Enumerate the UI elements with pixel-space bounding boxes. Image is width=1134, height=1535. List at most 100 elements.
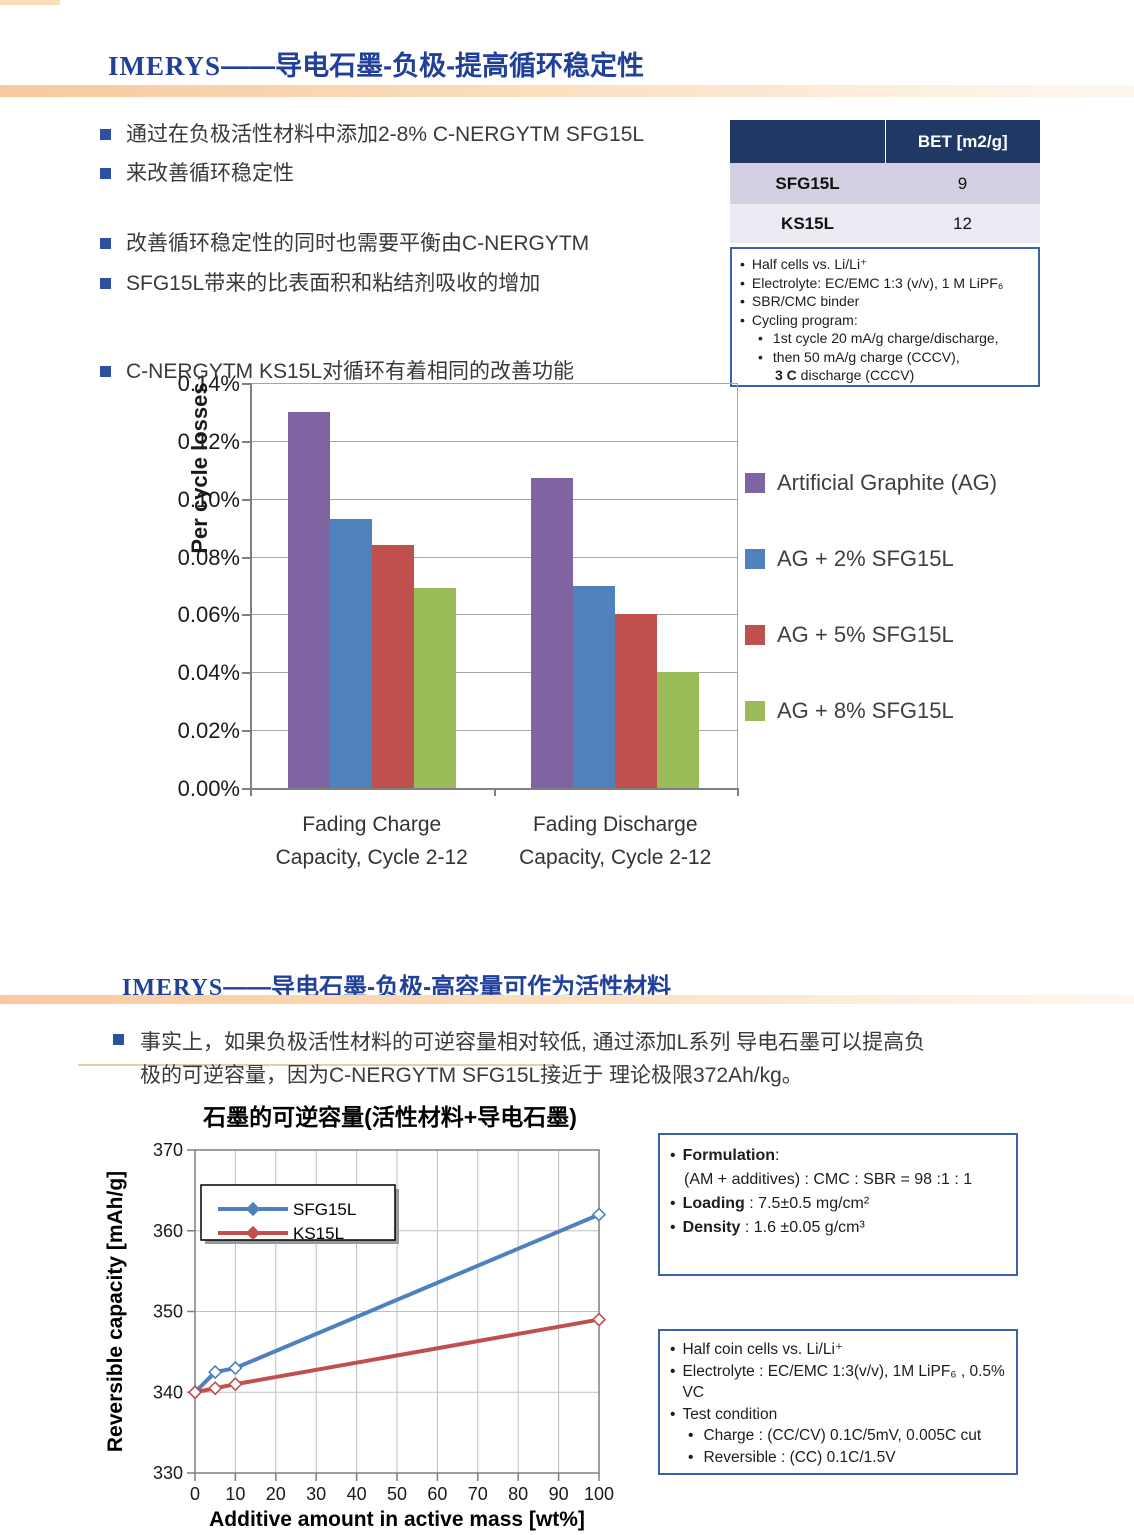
condition-subline: • Charge : (CC/CV) 0.1C/5mV, 0.005C cut: [670, 1425, 1006, 1447]
legend-swatch: [745, 549, 765, 569]
bar-chart-y-tick: [242, 614, 250, 617]
paragraph-line: 极的可逆容量，因为C-NERGYTM SFG15L接近于 理论极限372Ah/k…: [140, 1064, 803, 1087]
bullet-square-icon: [113, 1034, 124, 1045]
line-chart-data-marker: [208, 1364, 223, 1380]
legend-swatch: [745, 701, 765, 721]
bar-chart-y-tick: [242, 730, 250, 733]
line-chart-data-marker: [208, 1381, 223, 1396]
line-chart-x-tick-label: 90: [549, 1484, 569, 1504]
bar-chart-gridline: [250, 730, 737, 732]
imerys-logo-text: IMERYS: [108, 51, 222, 81]
line-chart-x-tick-label: 80: [508, 1484, 528, 1504]
formulation-line: • Loading : 7.5±0.5 mg/cm²: [670, 1192, 1006, 1216]
formulation-bold: Density: [682, 1219, 741, 1236]
formulation-line: • Formulation:: [670, 1144, 1006, 1168]
legend-marker: [245, 1201, 261, 1217]
bar-chart-gridline: [250, 614, 737, 616]
bar-chart-y-tick: [242, 383, 250, 385]
bet-table: BET [m2/g] SFG15L 9 KS15L 12: [730, 120, 1040, 243]
formulation-subline: (AM + additives) : CMC : SBR = 98 :1 : 1: [684, 1171, 973, 1188]
dot-bullet-icon: •: [670, 1341, 676, 1358]
formulation-bold: Formulation: [682, 1147, 776, 1164]
top-left-accent: [0, 0, 60, 5]
bar-chart-bar: [413, 588, 456, 788]
bar-chart-bar: [371, 545, 414, 788]
condition-line: • Electrolyte: EC/EMC 1:3 (v/v), 1 M LiPF…: [740, 274, 1032, 293]
bar-chart-y-tick: [242, 440, 250, 443]
line-chart-x-tick-label: 10: [225, 1484, 245, 1504]
table-row: KS15L 12: [730, 204, 1040, 243]
line-chart-series-line: [194, 1317, 600, 1395]
bar-chart-gridline: [250, 556, 737, 558]
bar-chart-y-tick-label: 0.04%: [177, 660, 240, 686]
line-chart-y-tick-label: 350: [153, 1302, 183, 1322]
legend-marker: [245, 1225, 261, 1241]
formulation-box: • Formulation: (AM + additives) : CMC : S…: [658, 1133, 1018, 1276]
line-chart-x-tick-label: 40: [347, 1484, 367, 1504]
line-chart-data-marker: [591, 1312, 607, 1327]
condition-text: Half cells vs. Li/Li⁺: [751, 256, 868, 272]
dot-bullet-icon: •: [688, 1448, 694, 1466]
line-chart-y-tick-label: 360: [153, 1221, 183, 1241]
bar-chart-gridline: [250, 440, 737, 442]
formulation-text: Density : 1.6 ±0.05 g/cm³: [683, 1216, 865, 1240]
bar-chart-y-tick: [242, 672, 250, 675]
bullet-item: C-NERGYTM KS15L对循环有着相同的改善功能: [100, 358, 574, 385]
legend-label: Artificial Graphite (AG): [777, 470, 998, 495]
dot-bullet-icon: •: [740, 256, 745, 272]
bar-chart-y-tick-label: 0.06%: [177, 602, 240, 628]
condition-line: • SBR/CMC binder: [740, 292, 1032, 311]
slide1-title: IMERYS——导电石墨-负极-提高循环稳定性: [108, 44, 644, 83]
line-chart-x-tick-label: 60: [427, 1484, 447, 1504]
condition-line: • Electrolyte : EC/EMC 1:3(v/v), 1M LiPF₆…: [670, 1361, 1006, 1404]
bar-chart-y-tick-label: 0.14%: [177, 371, 240, 396]
slide1-title-text: ——导电石墨-负极-提高循环稳定性: [221, 51, 645, 81]
condition-text: then 50 mA/g charge (CCCV),: [772, 348, 960, 365]
bullet-item: 改善循环稳定性的同时也需要平衡由C-NERGYTM: [100, 230, 589, 257]
line-chart-x-tick-label: 50: [387, 1484, 407, 1504]
bullet-item: [113, 1026, 139, 1045]
bet-table-empty-header: [730, 120, 886, 163]
bullet-item: SFG15L带来的比表面积和粘结剂吸收的增加: [100, 270, 540, 297]
bullet-text: C-NERGYTM KS15L对循环有着相同的改善功能: [126, 360, 575, 383]
legend-item: AG + 8% SFG15L: [745, 698, 954, 724]
formulation-text: Formulation:: [683, 1144, 780, 1168]
cell-conditions-box: • Half cells vs. Li/Li⁺ • Electrolyte: EC/…: [730, 247, 1040, 387]
bullet-square-icon: [100, 278, 111, 289]
condition-line: • Half cells vs. Li/Li⁺: [740, 255, 1032, 274]
line-chart-title: 石墨的可逆容量(活性材料+导电石墨): [203, 1104, 577, 1130]
bar-chart-top-border: [250, 383, 737, 384]
dot-bullet-icon: •: [670, 1362, 676, 1380]
bar-chart-x-tick: [250, 788, 252, 796]
dot-bullet-icon: •: [670, 1195, 676, 1212]
bar-chart-gridline: [250, 498, 737, 500]
bar-chart-y-tick-label: 0.00%: [177, 776, 240, 801]
dot-bullet-icon: •: [740, 274, 745, 291]
line-chart-x-tick-label: 70: [468, 1484, 488, 1504]
line-chart-data-marker: [228, 1377, 243, 1392]
line-chart-y-tick-label: 340: [153, 1382, 183, 1402]
formulation-bold: Loading: [682, 1195, 745, 1212]
legend-item: AG + 2% SFG15L: [745, 546, 954, 572]
line-chart-y-axis-title: Reversible capacity [mAh/g]: [104, 1171, 127, 1452]
bullet-text: 来改善循环稳定性: [126, 162, 294, 185]
header-divider-band: [0, 85, 1134, 97]
paragraph-line: 事实上，如果负极活性材料的可逆容量相对较低, 通过添加L系列 导电石墨可以提高负: [140, 1031, 926, 1054]
bar-chart-y-axis: [250, 383, 252, 788]
condition-text: discharge (CCCV): [796, 367, 915, 383]
bar-chart-category-label: Fading Charge Capacity, Cycle 2-12: [275, 813, 468, 869]
legend-label: SFG15L: [293, 1200, 356, 1219]
bet-material: SFG15L: [730, 163, 886, 204]
legend-item: Artificial Graphite (AG): [745, 470, 997, 496]
condition-text: SBR/CMC binder: [751, 293, 860, 309]
bullet-square-icon: [100, 366, 111, 377]
bullet-square-icon: [100, 129, 111, 140]
condition-text: Test condition: [682, 1405, 778, 1423]
dot-bullet-icon: •: [758, 330, 763, 346]
dot-bullet-icon: •: [670, 1219, 676, 1236]
bar-chart-y-tick: [242, 788, 250, 790]
condition-text: Electrolyte : EC/EMC 1:3(v/v), 1M LiPF₆ …: [682, 1362, 1005, 1402]
bullet-text: SFG15L带来的比表面积和粘结剂吸收的增加: [126, 272, 541, 295]
bar-chart-y-tick-label: 0.02%: [177, 718, 240, 744]
bet-table-header-row: BET [m2/g]: [730, 120, 1040, 163]
